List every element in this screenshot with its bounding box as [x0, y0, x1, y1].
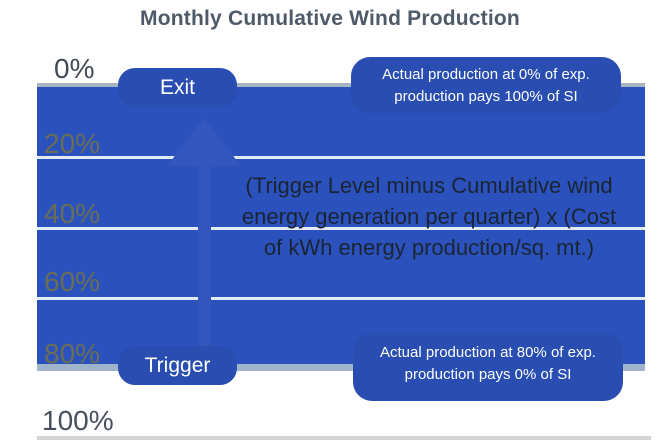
axis-label-0: 0% — [54, 53, 95, 84]
gridline-80-percent — [37, 364, 645, 371]
exit-annotation-line-1: Actual production at 0% of exp. — [382, 66, 590, 83]
axis-label-60: 60% — [44, 266, 101, 297]
axis-label-20: 20% — [44, 128, 101, 159]
formula-line-3: of kWh energy production/sq. mt.) — [263, 235, 595, 260]
gridline-40-percent — [37, 227, 645, 230]
gridline-20-percent — [37, 156, 645, 159]
trigger-annotation-line-2: production pays 0% of SI — [404, 366, 572, 383]
axis-label-100: 100% — [42, 405, 114, 436]
payout-formula: (Trigger Level minus Cumulative wind ene… — [205, 170, 653, 263]
exit-annotation-bubble: Actual production at 0% of exp. producti… — [351, 57, 621, 113]
axis-label-80: 80% — [44, 338, 101, 369]
exit-annotation-line-2: production pays 100% of SI — [394, 88, 578, 105]
formula-line-1: (Trigger Level minus Cumulative wind — [245, 173, 613, 198]
trigger-annotation-line-1: Actual production at 80% of exp. — [380, 344, 596, 361]
gridline-60-percent — [37, 297, 645, 300]
up-arrow-icon — [167, 118, 241, 166]
exit-level-badge: Exit — [118, 68, 237, 107]
trigger-badge-label: Trigger — [144, 353, 211, 377]
gridline-0-percent — [37, 83, 645, 87]
trigger-annotation-bubble: Actual production at 80% of exp. product… — [353, 333, 623, 401]
formula-line-2: energy generation per quarter) x (Cost — [241, 204, 617, 229]
up-arrow-shaft — [198, 160, 211, 371]
chart-title: Monthly Cumulative Wind Production — [140, 7, 520, 30]
trigger-level-badge: Trigger — [118, 346, 237, 385]
axis-label-40: 40% — [44, 198, 101, 229]
exit-badge-label: Exit — [159, 75, 195, 99]
gridline-100-percent — [37, 436, 651, 440]
